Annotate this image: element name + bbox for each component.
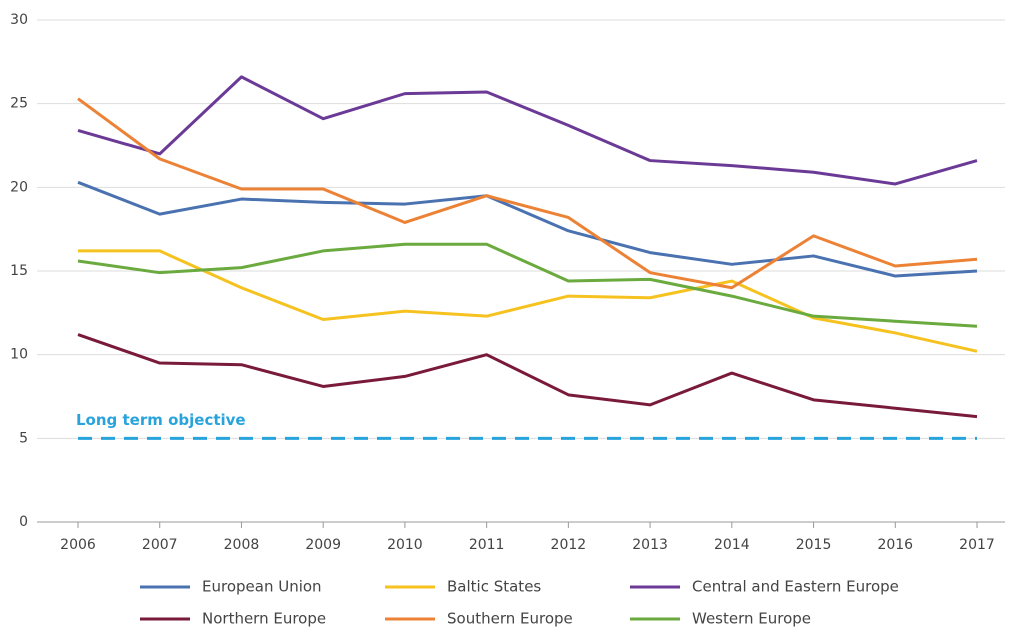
legend-label: Southern Europe — [447, 610, 573, 628]
reference-label: Long term objective — [76, 411, 246, 429]
y-tick-label: 15 — [10, 263, 28, 279]
x-tick-label: 2011 — [469, 537, 505, 553]
x-tick-label: 2006 — [60, 537, 96, 553]
series-line — [77, 242, 978, 328]
x-tick-label: 2016 — [877, 537, 913, 553]
x-tick-label: 2015 — [796, 537, 832, 553]
legend-label: European Union — [202, 578, 322, 596]
x-tick-label: 2008 — [224, 537, 260, 553]
legend-label: Central and Eastern Europe — [692, 578, 899, 596]
x-tick-label: 2017 — [959, 537, 995, 553]
y-tick-label: 30 — [10, 12, 28, 28]
legend-label: Western Europe — [692, 610, 811, 628]
legend-label: Northern Europe — [202, 610, 326, 628]
series-line — [78, 249, 978, 353]
y-tick-label: 20 — [10, 179, 28, 195]
legend-label: Baltic States — [447, 578, 541, 596]
x-tick-label: 2012 — [551, 537, 587, 553]
series-line — [77, 97, 978, 290]
x-tick-label: 2009 — [305, 537, 341, 553]
x-tick-label: 2010 — [387, 537, 423, 553]
series-line — [77, 333, 978, 419]
y-tick-label: 25 — [10, 96, 28, 112]
y-tick-label: 0 — [19, 514, 28, 530]
y-tick-label: 5 — [19, 430, 28, 446]
series-line — [77, 75, 978, 186]
x-tick-label: 2013 — [632, 537, 668, 553]
x-tick-label: 2014 — [714, 537, 750, 553]
x-tick-label: 2007 — [142, 537, 178, 553]
y-tick-label: 10 — [10, 347, 28, 363]
series-line — [77, 180, 978, 278]
